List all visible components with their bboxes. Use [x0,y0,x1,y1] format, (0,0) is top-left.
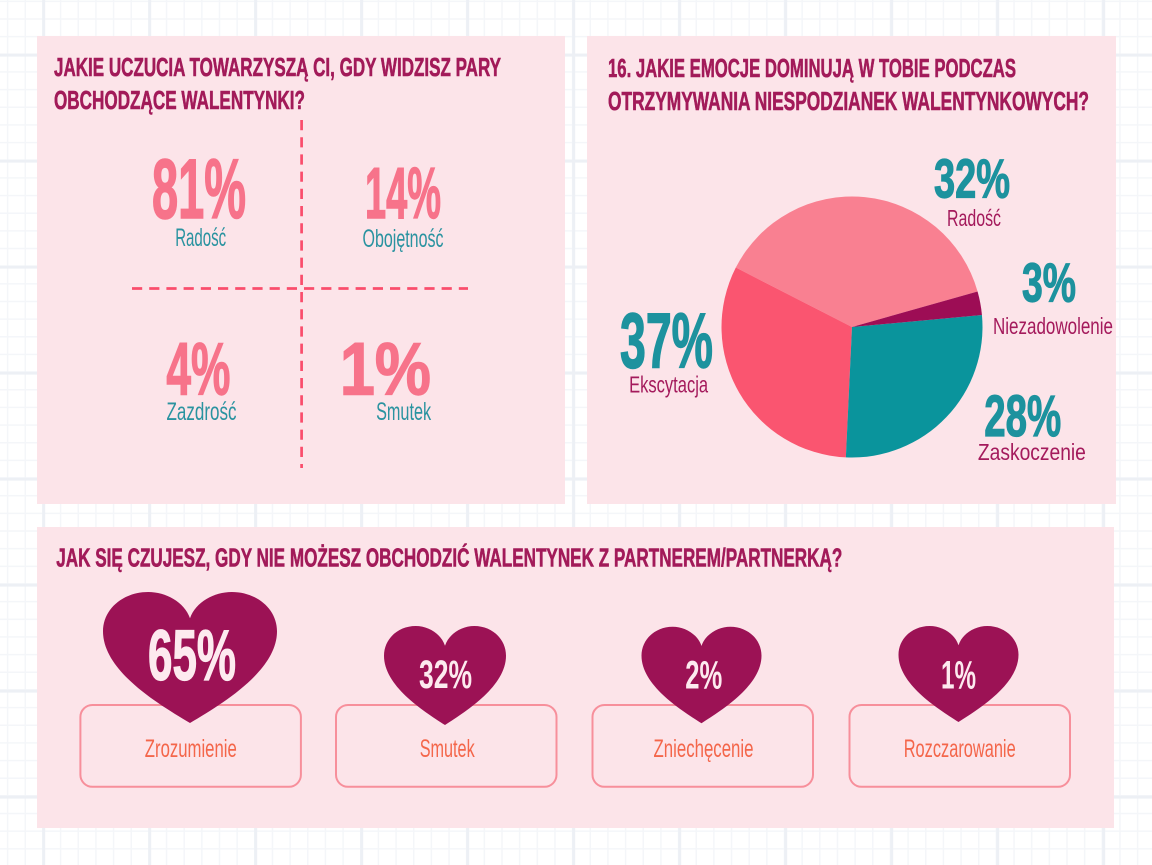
svg-text:1%: 1% [340,328,431,411]
svg-text:Ekscytacja: Ekscytacja [629,371,708,397]
svg-text:32%: 32% [419,653,472,697]
svg-text:Zazdrość: Zazdrość [167,398,237,426]
svg-text:Zrozumienie: Zrozumienie [145,735,237,763]
svg-text:Zniechęcenie: Zniechęcenie [654,735,754,763]
svg-text:Obojętność: Obojętność [363,225,444,253]
svg-text:2%: 2% [685,654,722,698]
svg-text:14%: 14% [365,154,441,234]
svg-text:3%: 3% [1022,252,1076,314]
svg-text:65%: 65% [148,617,236,696]
svg-text:OTRZYMYWANIA NIESPODZIANEK WAL: OTRZYMYWANIA NIESPODZIANEK WALENTYNKOWYC… [608,86,1089,116]
svg-text:JAKIE UCZUCIA TOWARZYSZĄ CI, G: JAKIE UCZUCIA TOWARZYSZĄ CI, GDY WIDZISZ… [54,52,501,82]
svg-text:Rozczarowanie: Rozczarowanie [904,735,1016,763]
svg-text:4%: 4% [166,328,230,411]
svg-text:Radość: Radość [175,224,226,252]
svg-text:Radość: Radość [947,205,1001,231]
svg-text:37%: 37% [620,296,713,384]
svg-text:81%: 81% [152,142,246,236]
svg-text:16. JAKIE EMOCJE DOMINUJĄ W TO: 16. JAKIE EMOCJE DOMINUJĄ W TOBIE PODCZA… [608,53,1016,83]
svg-text:JAK SIĘ CZUJESZ, GDY NIE MOŻES: JAK SIĘ CZUJESZ, GDY NIE MOŻESZ OBCHODZI… [56,543,842,573]
svg-text:Smutek: Smutek [376,398,431,426]
svg-text:Zaskoczenie: Zaskoczenie [978,439,1086,465]
svg-text:OBCHODZĄCE WALENTYNKI?: OBCHODZĄCE WALENTYNKI? [54,85,305,115]
svg-text:1%: 1% [941,654,976,698]
svg-text:28%: 28% [984,384,1061,449]
svg-text:32%: 32% [934,147,1010,209]
svg-text:Smutek: Smutek [420,735,475,763]
svg-text:Niezadowolenie: Niezadowolenie [993,313,1113,339]
